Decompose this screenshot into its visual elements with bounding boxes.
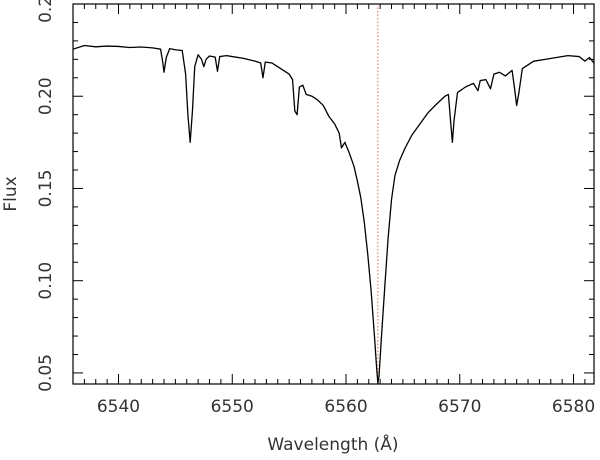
y-tick-label: 0.15 (36, 170, 56, 208)
x-tick-label: 6570 (438, 397, 481, 417)
x-tick-label: 6540 (97, 397, 140, 417)
plot-frame (72, 3, 595, 385)
x-axis-ticks: 6540 6550 6560 6570 6580 (83, 4, 595, 417)
series-line (72, 44, 595, 384)
y-tick-label: 0.05 (36, 354, 56, 392)
y-axis-title: Flux (1, 176, 21, 211)
x-axis-title: Wavelength (Å) (267, 433, 398, 455)
x-tick-label: 6580 (552, 397, 595, 417)
x-tick-label: 6550 (211, 397, 254, 417)
x-tick-label: 6560 (324, 397, 367, 417)
y-tick-label: 0.10 (36, 262, 56, 300)
y-axis-ticks: 0.05 0.10 0.15 0.20 0.25 (36, 0, 594, 392)
y-tick-label: 0.25 (36, 0, 56, 23)
y-tick-label: 0.20 (36, 77, 56, 115)
